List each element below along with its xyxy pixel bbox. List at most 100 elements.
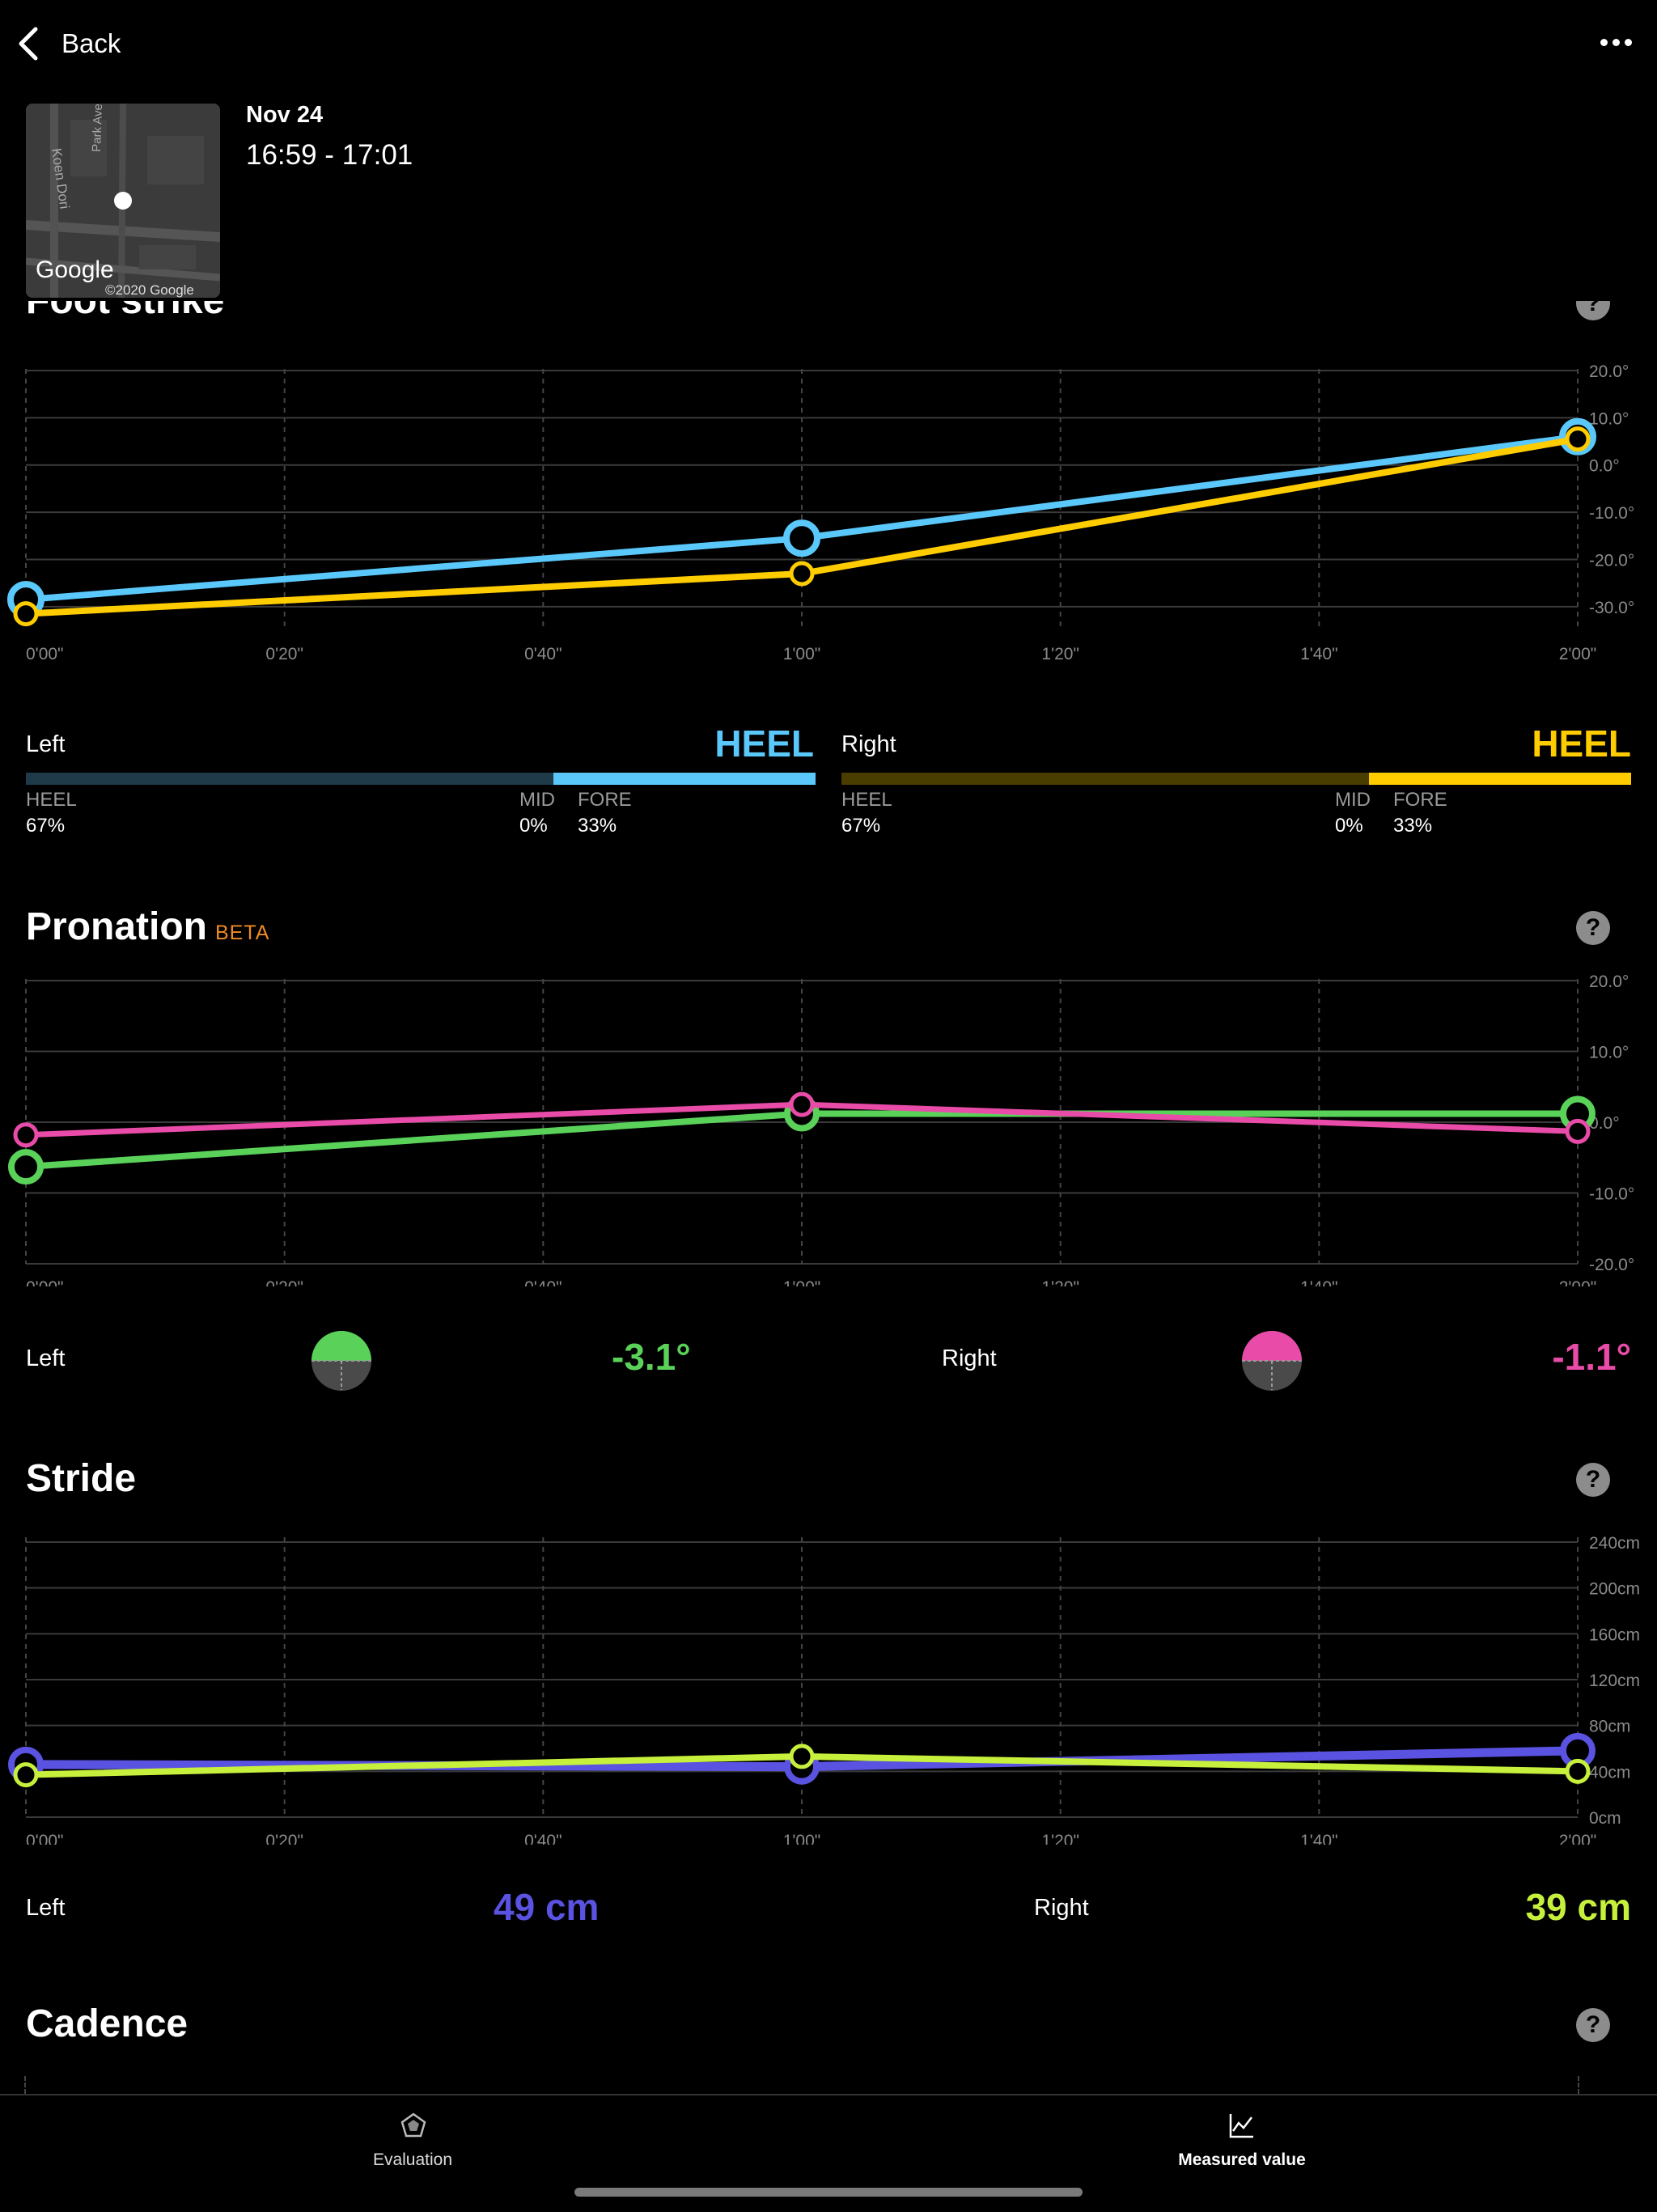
y-tick-label: 0.0° [1589, 457, 1620, 476]
pentagon-icon [400, 2112, 426, 2138]
tab-measured-value[interactable]: Measured value [1133, 2112, 1351, 2184]
data-point-right [1565, 426, 1591, 452]
y-tick-label: 0cm [1589, 1809, 1621, 1828]
tab-evaluation[interactable]: Evaluation [332, 2112, 494, 2184]
x-tick-label: 2'00" [1559, 645, 1597, 663]
map-copyright: ©2020 Google [105, 282, 194, 298]
left-mid-pct: 0% [519, 815, 548, 837]
y-tick-label: 80cm [1589, 1718, 1630, 1736]
x-tick-label: 1'20" [1041, 1832, 1079, 1845]
tab-measured-value-label: Measured value [1178, 2151, 1306, 2169]
x-tick-label: 1'20" [1041, 1278, 1079, 1286]
x-tick-label: 1'40" [1300, 1278, 1338, 1286]
pronation-right-label: Right [942, 1345, 997, 1371]
right-heel-label: HEEL [841, 789, 892, 811]
y-tick-label: -10.0° [1589, 504, 1634, 523]
left-fore-pct: 33% [578, 815, 617, 837]
right-heel-pct: 67% [841, 815, 881, 837]
data-point-right [13, 601, 39, 627]
foot-strike-left-result: HEEL [714, 723, 814, 765]
x-tick-label: 0'40" [524, 645, 562, 663]
x-tick-label: 0'40" [524, 1832, 562, 1845]
y-tick-label: 40cm [1589, 1763, 1630, 1782]
y-tick-label: -20.0° [1589, 1256, 1634, 1274]
foot-strike-right-label: Right [841, 731, 896, 757]
y-tick-label: 0.0° [1589, 1114, 1620, 1133]
data-point-right [789, 1091, 815, 1117]
session-time-range: 16:59 - 17:01 [246, 139, 413, 171]
foot-angle-right-icon [1242, 1331, 1302, 1391]
foot-strike-right-bar-fill [1369, 773, 1631, 785]
foot-strike-left-label: Left [26, 731, 66, 757]
help-icon[interactable]: ? [1576, 911, 1610, 945]
y-tick-label: 240cm [1589, 1534, 1640, 1553]
section-title-foot-strike: Foot strike [26, 301, 224, 323]
x-tick-label: 1'40" [1300, 645, 1338, 663]
help-icon[interactable]: ? [1576, 2008, 1610, 2042]
left-mid-label: MID [519, 789, 555, 811]
pronation-left-value: -3.1° [612, 1336, 691, 1378]
data-point-left [8, 1149, 44, 1185]
y-tick-label: 200cm [1589, 1580, 1640, 1599]
x-tick-label: 1'00" [783, 1832, 821, 1845]
right-fore-pct: 33% [1393, 815, 1433, 837]
chevron-left-icon [19, 27, 38, 61]
data-point-right [13, 1762, 39, 1788]
section-title-cadence: Cadence [26, 2002, 189, 2045]
pronation-right-value: -1.1° [1552, 1336, 1631, 1378]
stride-right-value: 39 cm [1525, 1886, 1631, 1928]
foot-angle-left-icon [311, 1331, 371, 1391]
left-fore-label: FORE [578, 789, 632, 811]
pronation-left-label: Left [26, 1345, 66, 1371]
stride-chart: 240cm 200cm 160cm 120cm 80cm 40cm 0cm 0'00" 0'20… [8, 1534, 1640, 1845]
y-tick-label: 20.0° [1589, 362, 1629, 381]
data-point-right [789, 1744, 815, 1769]
session-date: Nov 24 [246, 102, 324, 128]
y-tick-label: -10.0° [1589, 1185, 1634, 1204]
tab-evaluation-label: Evaluation [372, 2151, 453, 2169]
stride-left-value: 49 cm [494, 1886, 600, 1928]
right-mid-label: MID [1335, 789, 1371, 811]
x-tick-label: 1'00" [783, 645, 821, 663]
map-graphic: Park Ave Koen Dori Google ©2020 Google [26, 104, 220, 298]
stride-left-label: Left [26, 1895, 66, 1921]
cadence-chart-gridline [1578, 2076, 1581, 2094]
stride-right-label: Right [1034, 1895, 1089, 1921]
back-button[interactable]: Back [18, 23, 121, 65]
foot-strike-right-result: HEEL [1532, 723, 1631, 765]
x-tick-label: 0'20" [265, 1278, 303, 1286]
data-point-right [789, 561, 815, 587]
map-street-label: Park Ave [90, 104, 105, 152]
foot-strike-right-bar [841, 773, 1369, 785]
x-tick-label: 0'00" [26, 1278, 64, 1286]
map-logo: Google [36, 256, 114, 283]
beta-badge: BETA [215, 922, 270, 944]
y-tick-label: 160cm [1589, 1625, 1640, 1644]
cadence-chart-gridline [24, 2076, 28, 2094]
ellipsis-icon[interactable] [1600, 32, 1633, 52]
back-label: Back [61, 28, 121, 58]
foot-strike-header: Foot strike ? [0, 301, 1657, 340]
line-chart-icon [1229, 2114, 1253, 2138]
help-icon[interactable]: ? [1576, 301, 1610, 320]
section-title-stride: Stride [26, 1457, 137, 1500]
map-thumbnail[interactable]: Park Ave Koen Dori Google ©2020 Google [26, 104, 220, 298]
x-tick-label: 1'00" [783, 1278, 821, 1286]
y-tick-label: 10.0° [1589, 1044, 1629, 1062]
foot-strike-left-bar [26, 773, 553, 785]
x-tick-label: 0'00" [26, 1832, 64, 1845]
data-point-left [783, 519, 820, 557]
y-tick-label: 10.0° [1589, 409, 1629, 428]
y-tick-label: 20.0° [1589, 973, 1629, 991]
x-tick-label: 1'20" [1041, 645, 1079, 663]
pronation-chart: 20.0° 10.0° 0.0° -10.0° -20.0° 0'00" 0'20" 0'40… [8, 973, 1634, 1286]
help-icon[interactable]: ? [1576, 1463, 1610, 1497]
left-heel-label: HEEL [26, 789, 77, 811]
x-tick-label: 0'20" [265, 1832, 303, 1845]
y-tick-label: -30.0° [1589, 599, 1634, 617]
data-point-right [13, 1122, 39, 1148]
data-point-right [1565, 1118, 1591, 1144]
y-tick-label: -20.0° [1589, 551, 1634, 570]
data-point-right [1565, 1758, 1591, 1784]
x-tick-label: 2'00" [1559, 1832, 1597, 1845]
